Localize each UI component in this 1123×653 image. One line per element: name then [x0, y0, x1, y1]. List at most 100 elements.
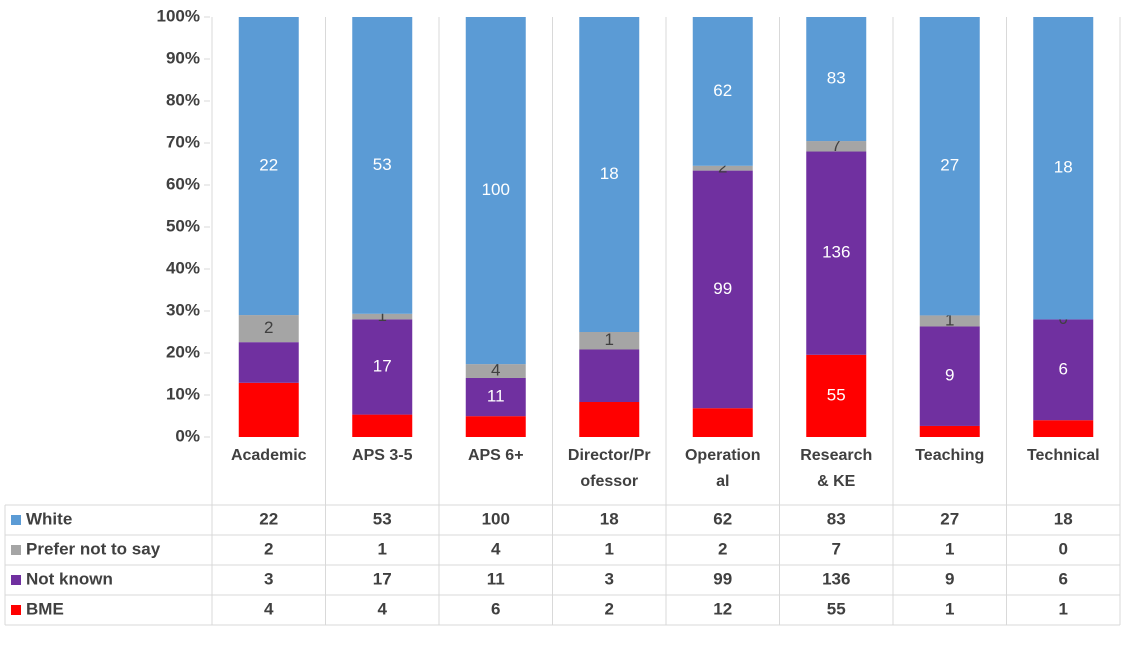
data-label: 18 [1054, 158, 1073, 177]
legend-label: Not known [26, 569, 113, 588]
bar-segment [919, 17, 980, 316]
bar-segment [692, 17, 753, 166]
bar-segment [1033, 319, 1094, 421]
bar-segment [806, 151, 867, 355]
table-value: 27 [940, 509, 959, 528]
bar-segment [1033, 420, 1094, 437]
table-value: 6 [491, 599, 500, 618]
y-tick-label: 0% [175, 426, 200, 445]
y-tick-label: 20% [166, 342, 200, 361]
bar-segment [692, 170, 753, 409]
table-value: 4 [491, 539, 501, 558]
bar-segment [692, 408, 753, 437]
bar-segment [579, 17, 640, 332]
legend-swatch [11, 545, 21, 555]
y-tick-label: 60% [166, 174, 200, 193]
bar-segment [238, 315, 299, 343]
table-value: 0 [1059, 539, 1068, 558]
bar-segment [579, 349, 640, 402]
y-tick-label: 10% [166, 384, 200, 403]
bar-segment [465, 364, 526, 378]
data-label: 27 [940, 156, 959, 175]
bar-segment [1033, 17, 1094, 320]
data-label: 55 [827, 385, 846, 404]
table-value: 3 [605, 569, 614, 588]
bar-segment [238, 382, 299, 437]
table-value: 99 [713, 569, 732, 588]
y-tick-label: 50% [166, 216, 200, 235]
table-value: 6 [1059, 569, 1068, 588]
x-tick-label: Technical [1026, 447, 1100, 464]
table-value: 62 [713, 509, 732, 528]
bar-segment [352, 414, 413, 437]
x-tick-label: Academic [230, 447, 307, 464]
table-value: 100 [482, 509, 510, 528]
data-label: 62 [713, 81, 732, 100]
data-label: 99 [713, 279, 732, 298]
table-value: 17 [373, 569, 392, 588]
legend-label: Prefer not to say [26, 539, 161, 558]
bar-segment [919, 425, 980, 437]
bar-segment [465, 377, 526, 417]
table-value: 1 [945, 599, 954, 618]
table-value: 1 [378, 539, 387, 558]
bar-segment [465, 416, 526, 437]
x-tick-label: APS 6+ [467, 447, 524, 464]
table-value: 7 [832, 539, 841, 558]
data-label: 136 [822, 243, 850, 262]
bar-segment [579, 402, 640, 437]
table-value: 2 [264, 539, 273, 558]
table-value: 9 [945, 569, 954, 588]
table-value: 53 [373, 509, 392, 528]
data-label: 2 [718, 158, 727, 177]
x-tick-label: Operational [684, 447, 761, 490]
bar-segment [806, 354, 867, 437]
data-label: 18 [600, 164, 619, 183]
y-tick-label: 40% [166, 258, 200, 277]
table-value: 2 [605, 599, 614, 618]
data-label: 4 [491, 361, 500, 380]
bar-segment [352, 17, 413, 314]
table-value: 136 [822, 569, 850, 588]
data-label: 1 [605, 330, 614, 349]
x-tick-label: Director/Professor [567, 447, 651, 490]
bar-segment [806, 17, 867, 142]
legend-swatch [11, 605, 21, 615]
data-label: 11 [487, 387, 505, 406]
data-label: 6 [1059, 359, 1068, 378]
bar-segment [238, 342, 299, 383]
table-value: 1 [1059, 599, 1068, 618]
data-label: 1 [378, 306, 387, 325]
bar-segment [919, 315, 980, 327]
table-value: 1 [945, 539, 954, 558]
y-tick-label: 90% [166, 48, 200, 67]
bar-segment [352, 313, 413, 320]
bar-segment [919, 326, 980, 426]
bar-segment [465, 17, 526, 365]
table-value: 11 [487, 569, 505, 588]
data-label: 17 [373, 356, 392, 375]
table-value: 4 [378, 599, 388, 618]
table-value: 1 [605, 539, 614, 558]
table-value: 83 [827, 509, 846, 528]
table-value: 2 [718, 539, 727, 558]
y-tick-label: 100% [157, 6, 200, 25]
legend-swatch [11, 515, 21, 525]
x-tick-label: APS 3-5 [352, 447, 413, 464]
data-label: 53 [373, 155, 392, 174]
table-value: 55 [827, 599, 846, 618]
legend-label: White [26, 509, 72, 528]
data-label: 83 [827, 69, 846, 88]
legend-swatch [11, 575, 21, 585]
table-value: 4 [264, 599, 274, 618]
y-tick-label: 70% [166, 132, 200, 151]
table-value: 12 [713, 599, 732, 618]
bar-segment [692, 165, 753, 171]
x-tick-label: Teaching [915, 447, 985, 464]
x-tick-label: Research & KE [800, 447, 873, 490]
data-label: 2 [264, 318, 273, 337]
data-label: 100 [482, 180, 510, 199]
data-label: 9 [945, 366, 954, 385]
